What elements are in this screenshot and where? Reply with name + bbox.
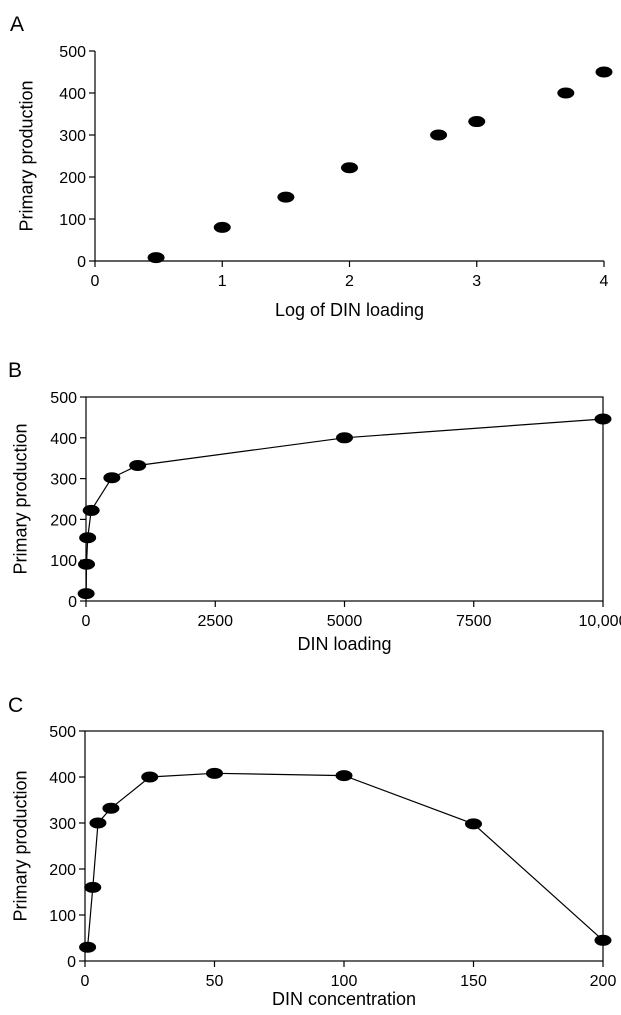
y-tick-label: 500: [59, 44, 86, 61]
data-point: [141, 771, 159, 783]
series-line: [85, 418, 604, 594]
data-point: [277, 191, 295, 203]
data-point: [594, 934, 612, 946]
x-tick-label: 100: [331, 973, 358, 990]
y-tick-label: 100: [50, 553, 77, 570]
panel-label: B: [8, 359, 22, 382]
data-point: [557, 87, 575, 99]
x-tick-label: 150: [460, 973, 487, 990]
data-point: [84, 881, 102, 893]
y-tick-label: 500: [49, 724, 76, 741]
data-point: [213, 221, 231, 233]
x-tick-label: 0: [82, 613, 91, 630]
data-point: [78, 558, 96, 570]
x-tick-label: 5000: [327, 613, 363, 630]
data-point: [335, 770, 353, 782]
x-tick-label: 3: [472, 273, 481, 290]
x-tick-label: 2500: [197, 613, 233, 630]
y-tick-label: 0: [68, 594, 77, 611]
y-tick-label: 0: [67, 954, 76, 971]
x-tick-label: 2: [345, 273, 354, 290]
x-tick-label: 4: [600, 273, 609, 290]
x-axis-label: DIN loading: [297, 634, 391, 654]
panel-label: A: [10, 13, 24, 36]
series-line: [87, 772, 604, 948]
panel-a: A 0 100 200 300 400 500 0 1 2 3 4 Log of DIN loading…: [10, 13, 613, 320]
x-tick-label: 10,000: [579, 613, 621, 630]
x-axis-label: Log of DIN loading: [275, 300, 424, 320]
x-tick-label: 200: [590, 973, 617, 990]
data-point: [102, 802, 120, 814]
x-axis-label: DIN concentration: [272, 989, 416, 1009]
y-tick-label: 200: [50, 512, 77, 529]
y-axis-label: Primary production: [16, 80, 36, 231]
data-point: [82, 504, 100, 516]
x-tick-label: 1: [218, 273, 227, 290]
data-point: [468, 116, 486, 128]
x-tick-label: 0: [91, 273, 100, 290]
y-tick-label: 200: [59, 170, 86, 187]
data-point: [595, 66, 613, 78]
data-point: [89, 817, 107, 829]
data-point: [206, 767, 223, 779]
y-tick-label: 400: [49, 770, 76, 787]
panel-b: B0100200300400500025005000750010,000DIN …: [8, 359, 621, 654]
y-tick-label: 200: [49, 862, 76, 879]
y-tick-label: 300: [49, 816, 76, 833]
data-point: [430, 129, 448, 141]
y-axis-label: Primary production: [10, 770, 30, 921]
y-axis-label: Primary production: [10, 423, 30, 574]
x-tick-label: 50: [206, 973, 224, 990]
data-point: [79, 941, 97, 953]
x-tick-label: 0: [81, 973, 90, 990]
data-point: [341, 162, 358, 174]
plot-frame: [84, 730, 604, 962]
y-tick-label: 100: [49, 908, 76, 925]
y-tick-label: 500: [50, 390, 77, 407]
y-tick-label: 100: [59, 212, 86, 229]
y-tick-label: 300: [59, 128, 86, 145]
data-point: [103, 472, 121, 484]
y-tick-label: 400: [50, 431, 77, 448]
data-point: [79, 532, 97, 544]
data-point: [465, 818, 482, 830]
y-tick-label: 0: [77, 254, 86, 271]
data-point: [147, 252, 165, 264]
data-point: [129, 460, 147, 472]
y-tick-label: 300: [50, 472, 77, 489]
data-point: [77, 588, 95, 600]
y-tick-label: 400: [59, 86, 86, 103]
data-point: [594, 413, 612, 425]
data-point: [336, 432, 353, 444]
panel-c: C 0 100 200 300 400 500 0 50 100 150 200 DIN concent…: [8, 694, 616, 1009]
plot-frame: [85, 396, 604, 602]
panel-label: C: [8, 694, 23, 717]
x-tick-label: 7500: [456, 613, 492, 630]
